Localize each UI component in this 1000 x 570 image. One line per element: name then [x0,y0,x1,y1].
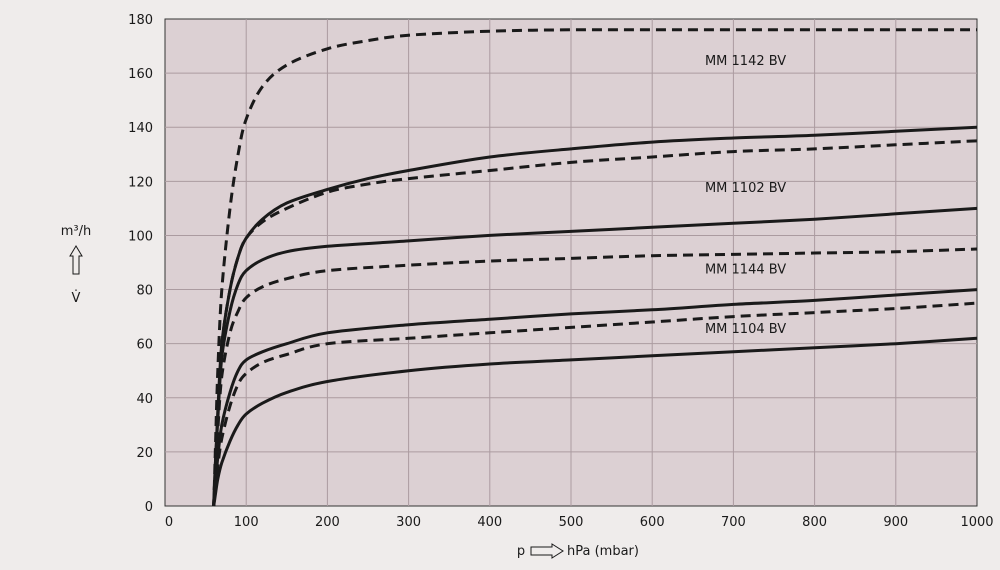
grid-lines [165,19,977,506]
x-axis-label: p [517,544,525,559]
y-tick-label: 80 [136,284,153,299]
y-tick-label: 180 [128,13,153,28]
x-tick-label: 400 [477,515,502,530]
x-tick-label: 300 [396,515,421,530]
series-line-1 [212,28,977,507]
series-label: MM 1144 BV [705,262,786,277]
series-line-7 [212,301,978,507]
right-arrow-icon [530,543,564,559]
series-label: MM 1142 BV [705,54,786,69]
y-tick-label: 120 [128,175,153,190]
y-tick-label: 100 [128,229,153,244]
x-tick-label: 0 [165,515,173,530]
y-tick-label: 140 [128,121,153,136]
x-tick-label: 900 [883,515,908,530]
y-tick-label: 160 [128,67,153,82]
series-line-5 [212,247,978,507]
y-tick-label: 20 [136,446,153,461]
up-arrow-icon [69,245,83,275]
x-tick-label: 500 [559,515,584,530]
series-line-6 [212,288,978,507]
x-tick-label: 200 [315,515,340,530]
series-line-4 [212,206,978,507]
y-tick-label: 0 [145,500,153,515]
series-line-8 [212,336,978,507]
x-tick-label: 600 [640,515,665,530]
x-tick-label: 1000 [960,515,993,530]
x-tick-labels: 0 100 200 300 400 500 600 700 800 900 1000 [165,515,994,530]
series-labels: MM 1142 BV MM 1102 BV MM 1144 BV MM 1104 BV [705,54,786,337]
y-axis-symbol: V̇ [72,291,81,306]
x-tick-label: 100 [234,515,259,530]
series-label: MM 1104 BV [705,322,786,337]
series-label: MM 1102 BV [705,181,786,196]
y-tick-label: 40 [136,392,153,407]
x-tick-label: 700 [721,515,746,530]
series-lines [212,28,978,507]
y-tick-labels: 0 20 40 60 80 100 120 140 160 180 [128,13,153,515]
x-axis-unit: hPa (mbar) [567,544,639,559]
series-line-3 [212,139,978,507]
y-tick-label: 60 [136,338,153,353]
y-axis-label: m³/h [61,224,92,239]
x-tick-label: 800 [802,515,827,530]
